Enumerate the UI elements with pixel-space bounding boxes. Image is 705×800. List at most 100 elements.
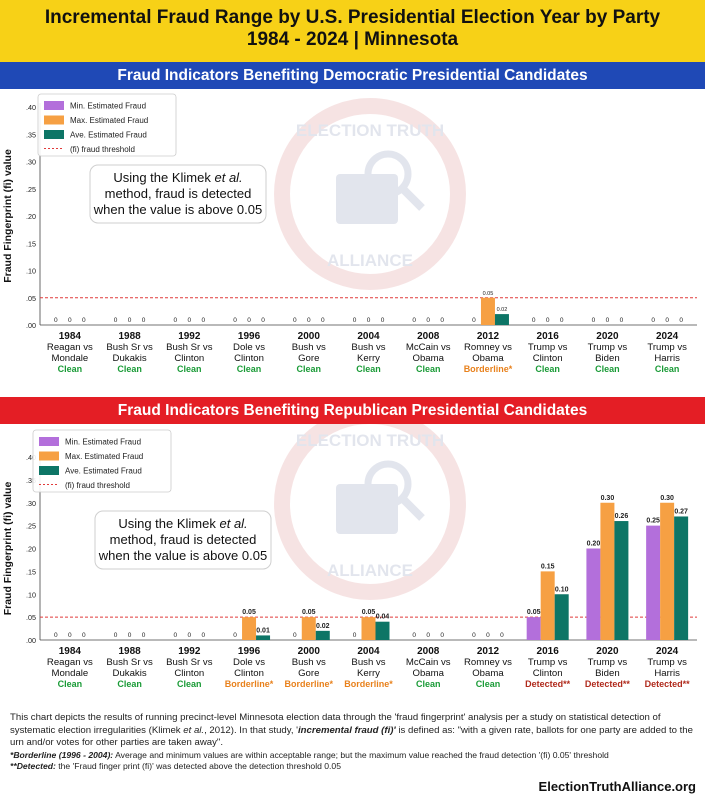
data-label: 0 xyxy=(440,632,444,639)
category-matchup-line1: Trump vs xyxy=(528,657,568,668)
bar-ave-2016 xyxy=(554,594,569,640)
category-matchup-line1: Trump vs xyxy=(588,657,628,668)
category-year: 2020 xyxy=(596,331,619,342)
category-status: Clean xyxy=(535,364,560,374)
data-label: 0 xyxy=(381,317,385,324)
bar-max-2000 xyxy=(301,617,316,640)
category-status: Clean xyxy=(595,364,620,374)
bar-min-2024 xyxy=(646,525,661,640)
callout-line2: method, fraud is detected xyxy=(110,532,257,547)
bar-max-2020 xyxy=(600,502,615,640)
bar-min-2020 xyxy=(586,548,601,640)
category-year: 1992 xyxy=(178,331,201,342)
callout-line1: Using the Klimek et al. xyxy=(113,170,242,185)
data-label: 0 xyxy=(114,317,118,324)
legend-label: (fi) fraud threshold xyxy=(70,145,135,154)
dem-section-title: Fraud Indicators Benefiting Democratic P… xyxy=(0,62,705,89)
category-status: Clean xyxy=(237,364,262,374)
data-label: 0.30 xyxy=(660,495,674,502)
legend-max-swatch xyxy=(44,115,64,125)
header: Incremental Fraud Range by U.S. Presiden… xyxy=(0,0,705,62)
category-matchup-line2: Dukakis xyxy=(113,353,147,364)
data-label: 0 xyxy=(233,632,237,639)
data-label: 0.04 xyxy=(376,614,390,621)
category-status: Clean xyxy=(356,364,381,374)
bar-max-2004 xyxy=(361,617,376,640)
data-label: 0 xyxy=(560,317,564,324)
data-label: 0 xyxy=(142,632,146,639)
data-label: 0 xyxy=(261,317,265,324)
y-axis-title: Fraud Fingerprint (fi) value xyxy=(2,482,14,616)
category-matchup-line2: Clinton xyxy=(174,353,204,364)
category-matchup-line2: Obama xyxy=(412,353,444,364)
data-label: 0 xyxy=(606,317,610,324)
data-label: 0.25 xyxy=(646,518,660,525)
magnifier-icon xyxy=(364,460,412,508)
category-year: 2000 xyxy=(298,646,321,657)
category-matchup-line2: Biden xyxy=(595,668,620,679)
rep-section-title: Fraud Indicators Benefiting Republican P… xyxy=(0,397,705,424)
data-label: 0 xyxy=(651,317,655,324)
rep-chart: ELECTION TRUTH ALLIANCE Fraud Fingerprint … xyxy=(2,424,697,689)
category-year: 2012 xyxy=(477,331,500,342)
data-label: 0 xyxy=(68,632,72,639)
category-matchup-line1: Trump vs xyxy=(647,342,687,353)
category-status: Clean xyxy=(117,679,142,689)
data-label: 0 xyxy=(188,317,192,324)
data-label: 0.05 xyxy=(302,609,316,616)
category-status: Borderline* xyxy=(285,679,334,689)
legend-label: Max. Estimated Fraud xyxy=(70,116,148,125)
footer-notes: This chart depicts the results of runnin… xyxy=(10,712,700,773)
data-label: 0.05 xyxy=(483,291,494,297)
legend-min-swatch xyxy=(44,101,64,110)
legend: Min. Estimated Fraud Max. Estimated Fraud… xyxy=(32,429,172,493)
data-label: 0 xyxy=(293,632,297,639)
data-label: 0 xyxy=(174,317,178,324)
data-label: 0 xyxy=(174,632,178,639)
data-label: 0 xyxy=(665,317,669,324)
category-matchup-line2: Clinton xyxy=(234,353,264,364)
data-label: 0 xyxy=(620,317,624,324)
callout-line3: when the value is above 0.05 xyxy=(93,202,262,217)
y-tick-label: .40 xyxy=(26,103,36,112)
watermark-ring xyxy=(274,424,466,600)
y-tick-label: .25 xyxy=(26,522,36,531)
watermark-text-bottom: ALLIANCE xyxy=(327,561,413,580)
y-tick-label: .05 xyxy=(26,294,36,303)
category-status: Clean xyxy=(177,364,202,374)
bar-max-2016 xyxy=(540,571,555,640)
category-matchup-line1: McCain vs xyxy=(406,342,451,353)
y-tick-label: .30 xyxy=(26,158,36,167)
category-status: Clean xyxy=(416,679,441,689)
data-label: 0 xyxy=(82,317,86,324)
category-year: 2008 xyxy=(417,646,440,657)
data-label: 0 xyxy=(54,632,58,639)
category-matchup-line1: Bush vs xyxy=(351,342,385,353)
category-matchup-line2: Clinton xyxy=(533,353,563,364)
category-status: Clean xyxy=(58,679,83,689)
category-status: Detected** xyxy=(645,679,691,689)
bar-ave-2004 xyxy=(375,621,390,640)
category-status: Borderline* xyxy=(225,679,274,689)
legend-label: Min. Estimated Fraud xyxy=(65,438,141,447)
category-matchup-line2: Kerry xyxy=(357,353,380,364)
legend-label: Min. Estimated Fraud xyxy=(70,102,146,111)
category-year: 2008 xyxy=(417,331,440,342)
category-matchup-line1: Trump vs xyxy=(528,342,568,353)
y-tick-label: .15 xyxy=(26,567,36,576)
category-year: 1984 xyxy=(59,331,82,342)
watermark-text-top: ELECTION TRUTH xyxy=(296,121,444,140)
data-label: 0 xyxy=(486,632,490,639)
y-tick-label: .25 xyxy=(26,185,36,194)
category-year: 1996 xyxy=(238,331,261,342)
category-matchup-line1: Bush Sr vs xyxy=(166,657,213,668)
category-year: 2012 xyxy=(477,646,500,657)
